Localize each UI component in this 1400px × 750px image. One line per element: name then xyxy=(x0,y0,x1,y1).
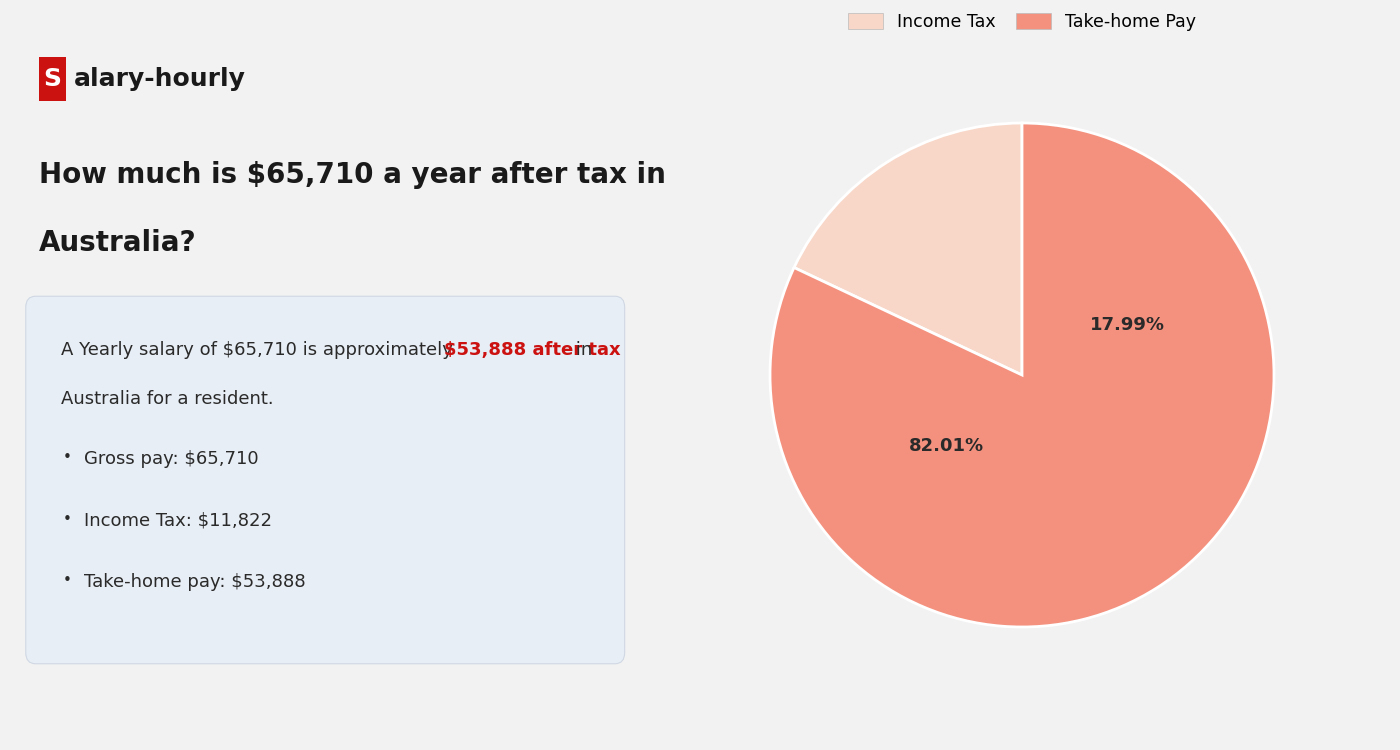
Text: •: • xyxy=(63,450,71,465)
Text: $53,888 after tax: $53,888 after tax xyxy=(444,341,622,359)
Text: •: • xyxy=(63,573,71,588)
Text: Australia?: Australia? xyxy=(39,229,196,256)
Text: Gross pay: $65,710: Gross pay: $65,710 xyxy=(84,450,259,468)
Text: in: in xyxy=(570,341,592,359)
Text: Take-home pay: $53,888: Take-home pay: $53,888 xyxy=(84,573,305,591)
Wedge shape xyxy=(770,123,1274,627)
Legend: Income Tax, Take-home Pay: Income Tax, Take-home Pay xyxy=(841,6,1203,38)
FancyBboxPatch shape xyxy=(25,296,624,664)
Text: 82.01%: 82.01% xyxy=(909,436,984,454)
Text: •: • xyxy=(63,512,71,526)
Text: 17.99%: 17.99% xyxy=(1091,316,1165,334)
FancyBboxPatch shape xyxy=(39,57,66,100)
Text: alary-hourly: alary-hourly xyxy=(73,67,245,91)
Text: A Yearly salary of $65,710 is approximately: A Yearly salary of $65,710 is approximat… xyxy=(62,341,459,359)
Text: S: S xyxy=(43,67,62,91)
Text: Income Tax: $11,822: Income Tax: $11,822 xyxy=(84,512,272,530)
Text: Australia for a resident.: Australia for a resident. xyxy=(62,390,274,408)
Text: How much is $65,710 a year after tax in: How much is $65,710 a year after tax in xyxy=(39,161,665,189)
Wedge shape xyxy=(794,123,1022,375)
